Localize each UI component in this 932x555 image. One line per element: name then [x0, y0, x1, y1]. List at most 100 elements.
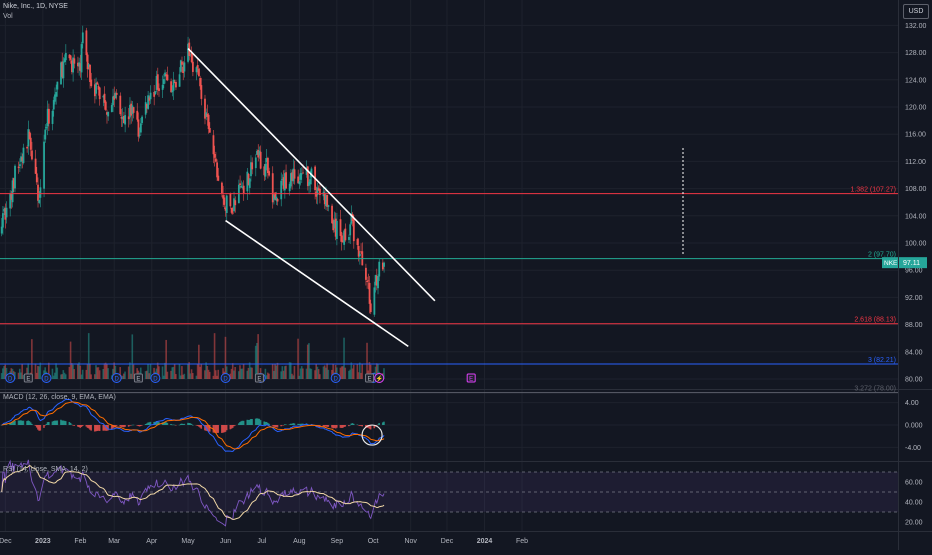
- volume-bar: [369, 364, 372, 379]
- macd-bar: [73, 425, 76, 426]
- level-label: 2.618 (88.13): [854, 317, 896, 324]
- candle-body: [377, 276, 379, 289]
- earnings-marker: [254, 373, 264, 383]
- macd-bar: [148, 422, 151, 425]
- volume-bar: [297, 338, 299, 379]
- volume-bar: [327, 369, 330, 379]
- volume-bar: [156, 362, 159, 379]
- volume-bar: [254, 345, 257, 379]
- macd-bar: [350, 423, 353, 425]
- candle-body: [212, 135, 215, 155]
- candle-body: [224, 207, 227, 211]
- macd-bar: [383, 421, 385, 425]
- macd-bar: [271, 425, 274, 426]
- candle-body: [139, 123, 142, 133]
- candle-body: [45, 127, 48, 129]
- candle-body: [208, 127, 211, 133]
- volume-bar: [112, 368, 114, 379]
- time-tick-label: Jul: [257, 538, 266, 545]
- macd-bar: [120, 425, 123, 427]
- volume-label[interactable]: Vol: [3, 13, 13, 20]
- macd-bar: [229, 425, 232, 430]
- rsi-tick-label: 40.00: [905, 500, 923, 507]
- volume-bar: [200, 363, 203, 379]
- macd-bar: [322, 425, 325, 427]
- rsi-label[interactable]: RSI (14, close, SMA, 14, 2): [3, 466, 88, 473]
- macd-bar: [10, 422, 13, 425]
- candle-body: [316, 187, 319, 196]
- macd-bar: [292, 423, 295, 425]
- volume-bar: [291, 373, 293, 379]
- macd-bar: [29, 422, 32, 425]
- candle-body: [254, 157, 257, 169]
- candle-body: [288, 183, 291, 192]
- volume-bar: [317, 369, 320, 379]
- macd-tick-label: 0.000: [905, 423, 923, 430]
- candle-body: [213, 153, 216, 158]
- symbol-title[interactable]: Nike, Inc., 1D, NYSE: [3, 3, 68, 10]
- candle-body: [191, 61, 194, 72]
- macd-bar: [375, 425, 378, 426]
- volume-bar: [256, 342, 258, 379]
- volume-bar: [323, 365, 326, 379]
- time-tick-label: Dec: [0, 538, 12, 545]
- candle-body: [325, 195, 327, 207]
- macd-bar: [333, 425, 336, 429]
- candle-body: [292, 168, 295, 182]
- macd-label[interactable]: MACD (12, 26, close, 9, EMA, EMA): [3, 394, 116, 401]
- volume-bar: [288, 362, 291, 379]
- candle-body: [305, 167, 308, 175]
- candle-body: [103, 93, 106, 103]
- macd-bar: [155, 421, 158, 425]
- macd-line: [1, 398, 385, 452]
- volume-bar: [248, 362, 251, 379]
- macd-tick-label: -4.00: [905, 445, 921, 452]
- macd-bar: [281, 425, 284, 426]
- macd-bar: [265, 421, 268, 425]
- volume-bar: [173, 364, 176, 379]
- volume-bar: [123, 373, 125, 379]
- volume-bar: [293, 366, 296, 379]
- candle-body: [10, 193, 13, 200]
- candle-body: [173, 82, 176, 84]
- volume-bar: [87, 333, 90, 379]
- volume-bar: [110, 375, 113, 379]
- candle-body: [12, 178, 15, 189]
- volume-bar: [233, 370, 235, 379]
- macd-bar: [216, 425, 218, 434]
- candle-body: [242, 185, 245, 194]
- candle-body: [62, 61, 65, 79]
- candle-body: [334, 218, 337, 237]
- volume-bar: [124, 371, 126, 379]
- macd-bar: [175, 425, 177, 426]
- candle-body: [4, 207, 7, 220]
- volume-bar: [344, 367, 347, 379]
- macd-bar: [96, 425, 98, 431]
- macd-bar: [257, 418, 259, 425]
- macd-bar: [48, 422, 50, 425]
- macd-bar: [114, 425, 117, 427]
- macd-bar: [183, 423, 186, 425]
- volume-bar: [206, 366, 209, 379]
- volume-bar: [366, 342, 368, 379]
- candle-body: [358, 253, 361, 257]
- macd-bar: [178, 424, 181, 426]
- currency-button[interactable]: USD: [903, 4, 929, 19]
- candle-body: [293, 169, 296, 179]
- macd-bar: [264, 421, 267, 425]
- macd-bar: [283, 424, 286, 425]
- candle-body: [119, 95, 122, 115]
- macd-bar: [325, 425, 327, 427]
- level-label: 2 (97.70): [868, 252, 896, 259]
- macd-bar: [77, 425, 79, 427]
- candle-body: [162, 79, 165, 85]
- candle-body: [333, 219, 336, 229]
- macd-bar: [12, 421, 15, 425]
- volume-bar: [274, 363, 276, 379]
- candle-body: [124, 115, 127, 125]
- volume-bar: [230, 368, 233, 379]
- candle-body: [300, 173, 303, 175]
- candle-body: [127, 116, 130, 120]
